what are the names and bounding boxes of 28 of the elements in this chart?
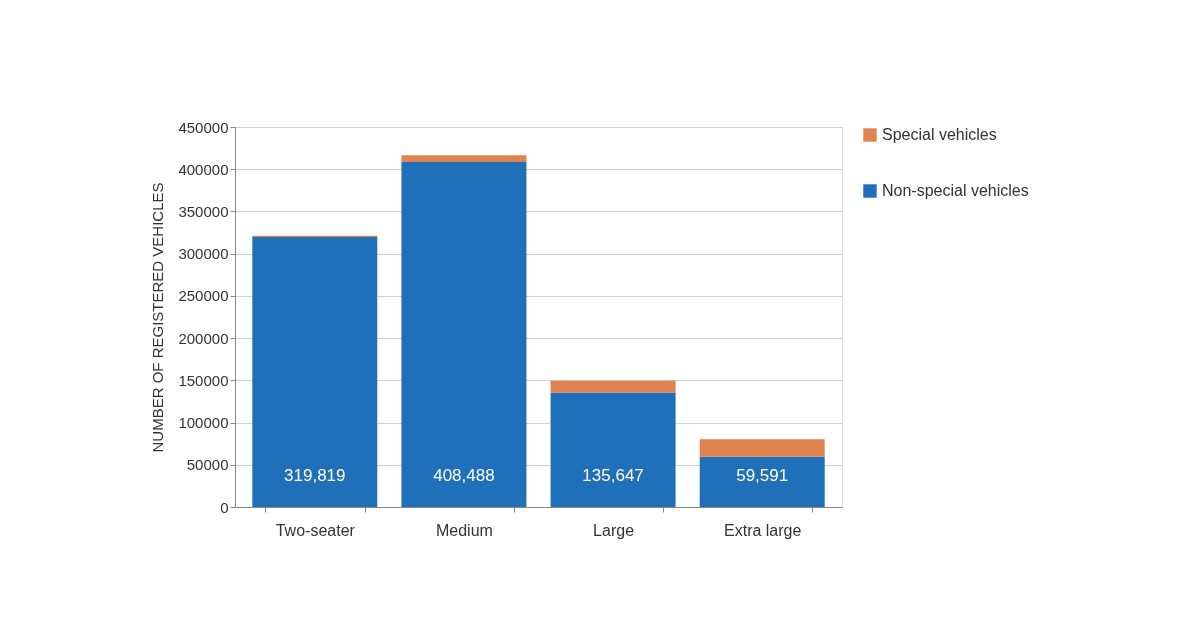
x-tick-label: Two-seater [275, 521, 356, 539]
data-label: 135,647 [582, 466, 644, 485]
bar [550, 380, 676, 393]
data-label: 319,819 [284, 466, 346, 485]
x-tick-label: Extra large [724, 521, 802, 539]
legend-label: Special vehicles [882, 126, 997, 143]
y-tick-label: 450000 [178, 118, 229, 136]
y-tick-label: 300000 [178, 245, 229, 263]
bar [699, 439, 825, 457]
legend-label: Non-special vehicles [882, 182, 1029, 199]
bar [401, 162, 527, 507]
y-tick-label: 400000 [178, 160, 229, 178]
y-tick-label: 350000 [178, 202, 229, 220]
data-label: 59,591 [736, 466, 789, 485]
y-tick-label: 50000 [186, 456, 229, 474]
y-tick-label: 200000 [178, 329, 229, 347]
y-tick-label: 100000 [178, 414, 229, 432]
data-label: 408,488 [433, 466, 495, 485]
x-tick-label: Medium [435, 521, 493, 539]
y-tick-label: 250000 [178, 287, 229, 305]
y-tick-label: 0 [220, 498, 229, 516]
x-tick-label: Large [593, 521, 635, 539]
y-tick-label: 150000 [178, 371, 229, 389]
bar [252, 236, 378, 507]
bar [550, 392, 676, 507]
bar [699, 456, 825, 507]
bar [401, 155, 527, 163]
y-axis-title: NUMBER OF REGISTERED VEHICLES [149, 182, 167, 453]
